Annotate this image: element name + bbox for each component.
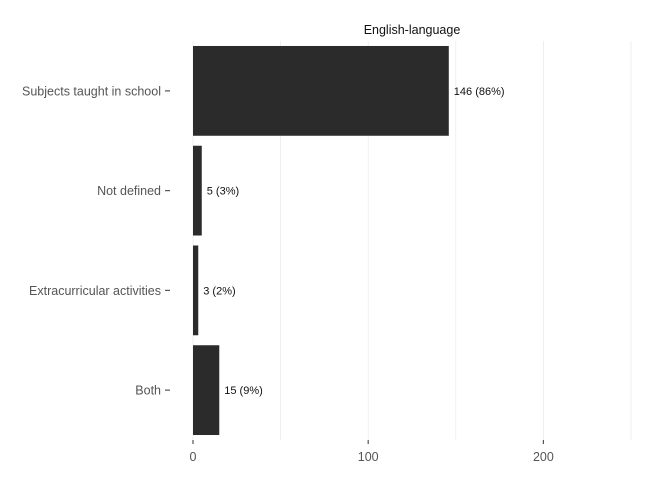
bar <box>193 45 449 136</box>
data-labels: 146 (86%) 5 (3%) 3 (2%) 15 (9%) <box>203 86 504 397</box>
data-label: 3 (2%) <box>203 285 235 297</box>
bar <box>193 145 202 236</box>
category-label: Both <box>135 384 161 398</box>
category-label: Not defined <box>97 184 161 198</box>
bars <box>193 45 449 436</box>
data-label: 5 (3%) <box>207 186 239 198</box>
data-label: 15 (9%) <box>224 385 263 397</box>
category-label: Extracurricular activities <box>29 284 161 298</box>
category-label: Subjects taught in school <box>22 84 161 98</box>
y-axis: Subjects taught in school Not defined Extr… <box>22 84 170 398</box>
x-tick-label: 100 <box>358 450 379 464</box>
bar <box>193 245 199 336</box>
x-tick-label: 200 <box>533 450 554 464</box>
x-tick-label: 0 <box>190 450 197 464</box>
bar <box>193 345 220 436</box>
chart-title: English-language <box>364 23 461 37</box>
data-label: 146 (86%) <box>454 86 505 98</box>
x-axis: 0 100 200 <box>190 440 554 464</box>
